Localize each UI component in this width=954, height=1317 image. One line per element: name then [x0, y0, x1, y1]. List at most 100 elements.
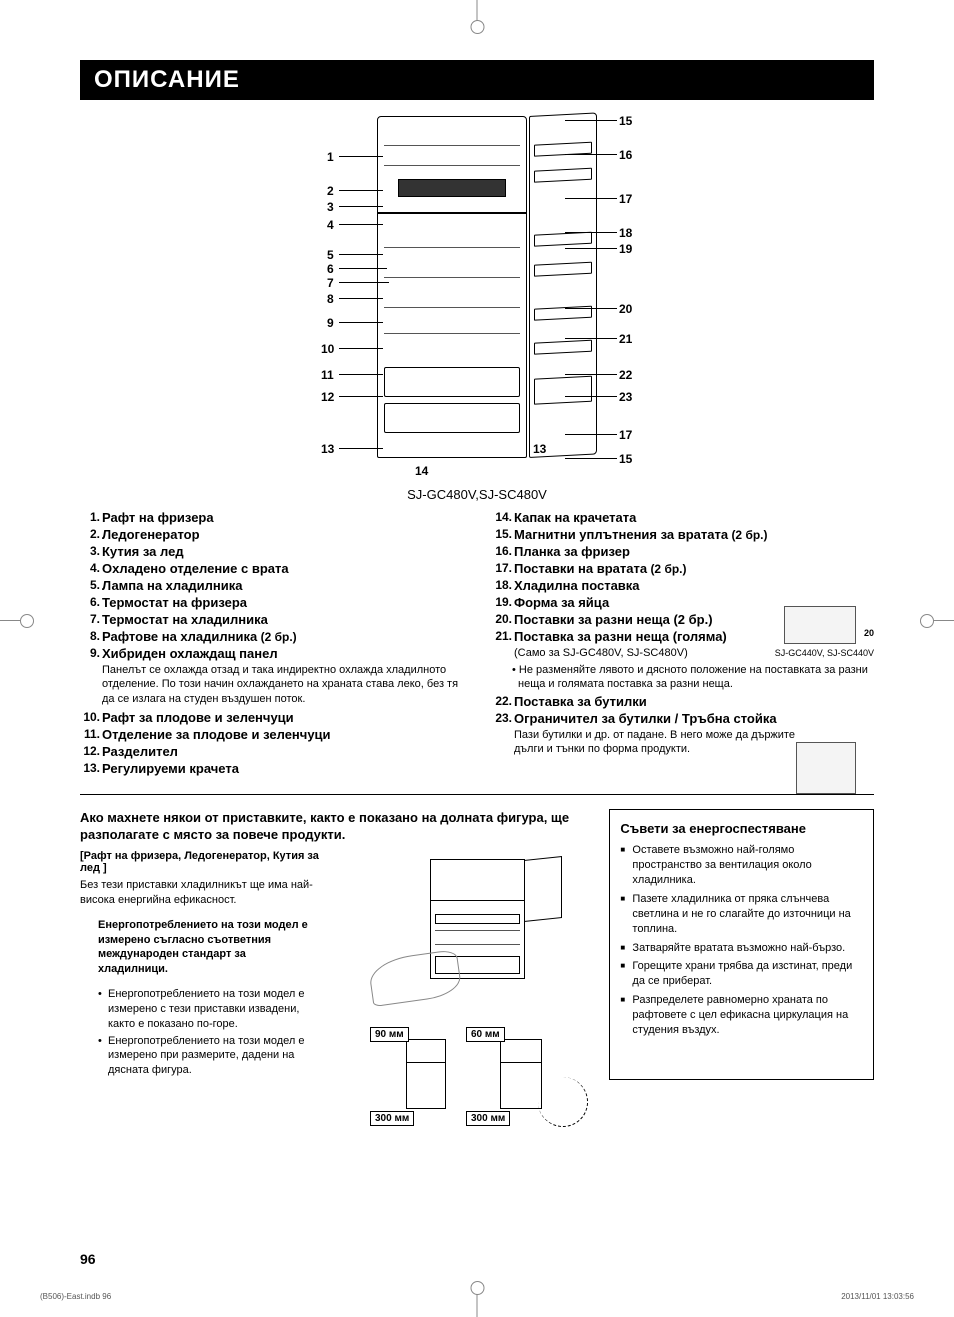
part-num: 17.	[492, 561, 512, 575]
part-label: Термостат на хладилника	[102, 612, 268, 627]
callout-num: 2	[327, 184, 334, 198]
part-label: Ледогенератор	[102, 527, 200, 542]
callout-num: 12	[321, 390, 334, 404]
part-label: Магнитни уплътнения за вратата	[514, 527, 728, 542]
callout-num: 19	[619, 242, 632, 256]
part-num: 1.	[80, 510, 100, 524]
part-label: Поставка за разни неща (голяма)	[514, 629, 727, 644]
callout-num: 21	[619, 332, 632, 346]
callout-num: 11	[321, 368, 334, 382]
crop-mark	[477, 0, 478, 28]
callout-num: 15	[619, 114, 632, 128]
part-note: Панелът се охлажда отзад и така индирект…	[102, 663, 462, 706]
part-label: Разделител	[102, 744, 178, 759]
part-label: Поставки за разни неща (2 бр.)	[514, 612, 713, 627]
part-label: Поставка за бутилки	[514, 694, 647, 709]
dim-label: 300 мм	[370, 1111, 414, 1126]
part-num: 19.	[492, 595, 512, 609]
part-label: Лампа на хладилника	[102, 578, 242, 593]
part-label: Отделение за плодове и зеленчуци	[102, 727, 331, 742]
footer-file: (B506)-East.indb 96	[40, 1292, 111, 1301]
callout-num: 13	[321, 442, 334, 456]
section-title: ОПИСАНИЕ	[80, 60, 874, 100]
callout-num: 7	[327, 276, 334, 290]
inset-callout: 20	[864, 628, 874, 638]
part-num: 20.	[492, 612, 512, 626]
callout-num: 16	[619, 148, 632, 162]
callout-num: 4	[327, 218, 334, 232]
energy-bullet: Енергопотреблението на този модел е изме…	[98, 1034, 328, 1079]
part-num: 18.	[492, 578, 512, 592]
inset-caption: SJ-GC440V, SJ-SC440V	[775, 648, 874, 658]
part-label: Кутия за лед	[102, 544, 184, 559]
callout-num: 18	[619, 226, 632, 240]
dim-label: 300 мм	[466, 1111, 510, 1126]
part-label: Хладилна поставка	[514, 578, 640, 593]
part-label: Рафт за плодове и зеленчуци	[102, 710, 294, 725]
part-label: Рафт на фризера	[102, 510, 214, 525]
energy-standard: Енергопотреблението на този модел е изме…	[98, 918, 318, 977]
part-num: 23.	[492, 711, 512, 725]
part-num: 11.	[80, 727, 100, 741]
callout-num: 13	[533, 442, 546, 456]
part-num: 4.	[80, 561, 100, 575]
crop-mark	[926, 620, 954, 621]
part-num: 7.	[80, 612, 100, 626]
parts-col-left: 1.Рафт на фризера 2.Ледогенератор 3.Кути…	[80, 510, 462, 778]
part-num: 16.	[492, 544, 512, 558]
part-num: 12.	[80, 744, 100, 758]
part-num: 5.	[80, 578, 100, 592]
part-num: 10.	[80, 710, 100, 724]
crop-mark	[0, 620, 28, 621]
clearance-diagram: 90 мм 60 мм 300 мм 300 мм	[370, 859, 600, 1119]
part-label: Регулируеми крачета	[102, 761, 239, 776]
callout-num: 22	[619, 368, 632, 382]
energy-bullet: Енергопотреблението на този модел е изме…	[98, 987, 328, 1032]
callout-num: 6	[327, 262, 334, 276]
parts-col-right: 14.Капак на крачетата 15.Магнитни уплътн…	[492, 510, 874, 778]
part-extra: (2 бр.)	[731, 528, 767, 542]
callout-num: 17	[619, 428, 632, 442]
part-num: 13.	[80, 761, 100, 775]
callout-num: 10	[321, 342, 334, 356]
part-num: 6.	[80, 595, 100, 609]
tips-box: Съвети за енергоспестяване Оставете възм…	[609, 809, 874, 1080]
removal-info: Ако махнете някои от приставките, както …	[80, 809, 589, 1080]
part-label: Поставки на вратата	[514, 561, 647, 576]
callout-num: 17	[619, 192, 632, 206]
callout-num: 9	[327, 316, 334, 330]
tips-title: Съвети за енергоспестяване	[620, 820, 863, 838]
removal-sub: [Рафт на фризера, Ледогенератор, Кутия з…	[80, 850, 330, 874]
footer-timestamp: 2013/11/01 13:03:56	[841, 1292, 914, 1301]
part-label: Планка за фризер	[514, 544, 630, 559]
callout-num: 8	[327, 292, 334, 306]
inset-shelf-diagram	[784, 606, 856, 644]
removal-para: Без тези приставки хладилникът ще има на…	[80, 878, 330, 908]
callout-num: 3	[327, 200, 334, 214]
diagram-model-caption: SJ-GC480V,SJ-SC480V	[80, 487, 874, 502]
tip-item: Оставете възможно най-голямо пространств…	[620, 843, 863, 888]
part-num: 21.	[492, 629, 512, 643]
part-num: 14.	[492, 510, 512, 524]
callout-num: 14	[415, 464, 428, 478]
tip-item: Затваряйте вратата възможно най-бързо.	[620, 941, 863, 956]
inset-holder-diagram	[796, 742, 856, 794]
callout-num: 1	[327, 150, 334, 164]
removal-heading: Ако махнете някои от приставките, както …	[80, 809, 589, 844]
part-num: 22.	[492, 694, 512, 708]
part-extra: (2 бр.)	[261, 630, 297, 644]
part-num: 15.	[492, 527, 512, 541]
part-label: Термостат на фризера	[102, 595, 247, 610]
part-label: Охладено отделение с врата	[102, 561, 289, 576]
part-subnote: • Не разменяйте лявото и дясното положен…	[518, 664, 874, 692]
part-label: Ограничител за бутилки / Тръбна стойка	[514, 711, 777, 726]
part-extra: (2 бр.)	[650, 562, 686, 576]
print-footer: (B506)-East.indb 96 2013/11/01 13:03:56	[40, 1292, 914, 1301]
part-label: Рафтове на хладилника	[102, 629, 257, 644]
dim-label: 60 мм	[466, 1027, 505, 1042]
part-label: Капак на крачетата	[514, 510, 636, 525]
page-number: 96	[80, 1251, 96, 1267]
callout-num: 20	[619, 302, 632, 316]
parts-list: 1.Рафт на фризера 2.Ледогенератор 3.Кути…	[80, 510, 874, 778]
tip-item: Пазете хладилника от пряка слънчева свет…	[620, 892, 863, 937]
